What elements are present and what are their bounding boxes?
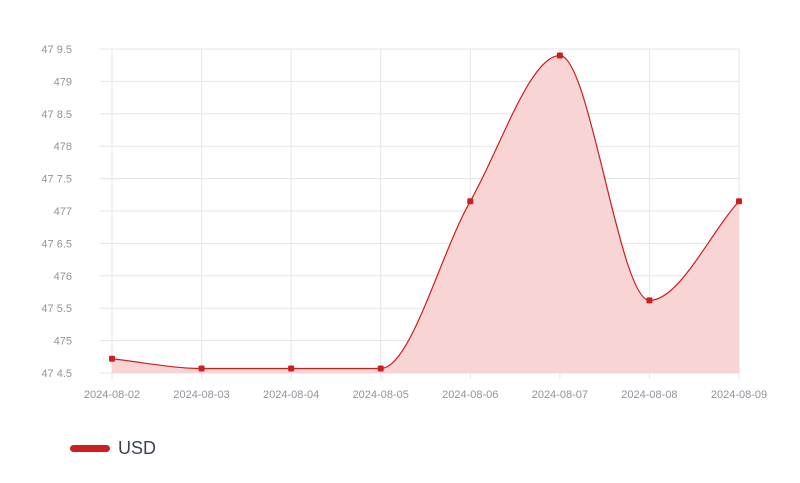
- x-tick-label: 2024-08-02: [84, 389, 140, 401]
- y-tick-label: 47 5.5: [41, 303, 72, 315]
- data-point[interactable]: [646, 297, 653, 304]
- data-point[interactable]: [736, 198, 742, 205]
- data-point[interactable]: [467, 198, 474, 205]
- x-tick-label: 2024-08-09: [711, 389, 767, 401]
- data-points: [109, 52, 742, 372]
- legend-label-usd: USD: [118, 438, 157, 458]
- y-tick-label: 47 6.5: [41, 238, 72, 250]
- x-tick-label: 2024-08-08: [621, 389, 677, 401]
- y-tick-label: 475: [54, 336, 72, 348]
- y-axis-tick-labels: 47 4.5 475 47 5.5 476 47 6.5 477 47 7.5 478 47 8…: [41, 44, 72, 380]
- y-tick-label: 47 8.5: [41, 109, 72, 121]
- grid-lines: [100, 48, 740, 379]
- y-tick-label: 479: [54, 76, 72, 88]
- y-tick-label: 476: [54, 271, 72, 283]
- legend[interactable]: USD: [70, 438, 156, 459]
- data-point[interactable]: [288, 365, 295, 372]
- y-tick-label: 47 7.5: [41, 174, 72, 186]
- data-point[interactable]: [556, 52, 563, 59]
- x-tick-label: 2024-08-05: [353, 389, 409, 401]
- y-tick-label: 47 9.5: [41, 44, 72, 56]
- x-tick-label: 2024-08-07: [532, 389, 588, 401]
- x-tick-label: 2024-08-03: [173, 389, 229, 401]
- series-area-usd: [112, 55, 739, 373]
- y-tick-label: 477: [54, 206, 72, 218]
- data-point[interactable]: [377, 365, 384, 372]
- data-point[interactable]: [198, 365, 205, 372]
- y-tick-label: 47 4.5: [41, 368, 72, 380]
- legend-swatch-usd: [70, 445, 110, 452]
- x-tick-label: 2024-08-04: [263, 389, 319, 401]
- x-axis-tick-labels: 2024-08-02 2024-08-03 2024-08-04 2024-08-05…: [84, 389, 767, 401]
- y-tick-label: 478: [54, 141, 72, 153]
- x-tick-label: 2024-08-06: [442, 389, 498, 401]
- data-point[interactable]: [109, 355, 115, 362]
